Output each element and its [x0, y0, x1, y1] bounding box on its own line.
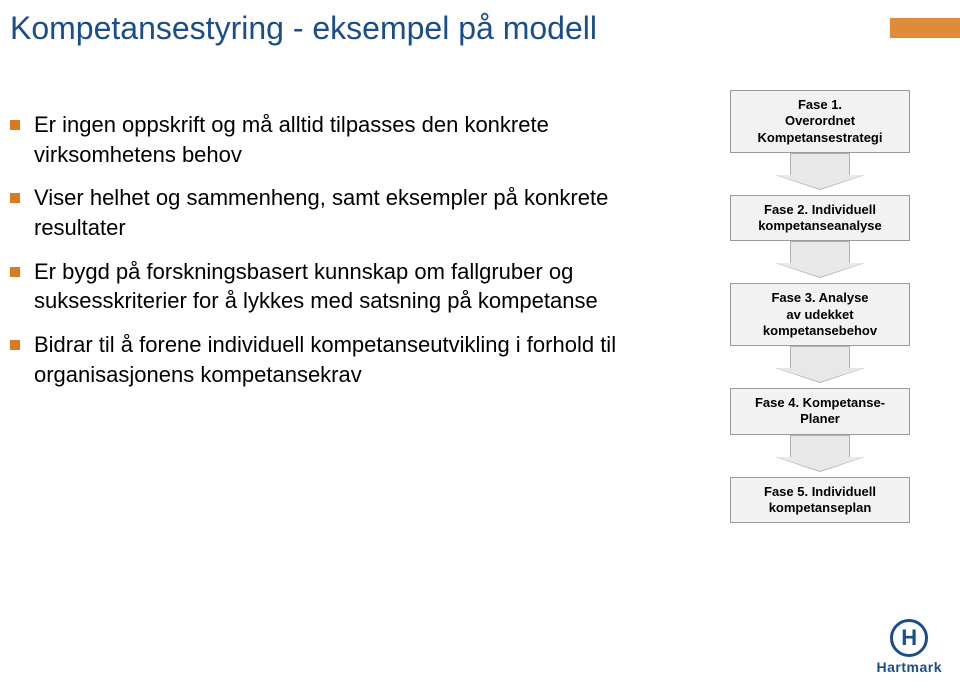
phase-line: kompetanseplan [737, 500, 903, 516]
arrow-down-icon [730, 241, 910, 277]
phase-1: Fase 1. Overordnet Kompetansestrategi [730, 90, 910, 189]
phase-line: Fase 3. Analyse [737, 290, 903, 306]
hartmark-logo: H Hartmark [877, 619, 942, 675]
phase-2: Fase 2. Individuell kompetanseanalyse [730, 195, 910, 278]
arrow-down-icon [730, 346, 910, 382]
phase-4: Fase 4. Kompetanse- Planer [730, 388, 910, 471]
phase-line: av udekket [737, 307, 903, 323]
phase-box: Fase 5. Individuell kompetanseplan [730, 477, 910, 524]
accent-bar [890, 18, 960, 38]
bullet-item: Bidrar til å forene individuell kompetan… [10, 330, 650, 389]
phase-line: kompetanseanalyse [737, 218, 903, 234]
phase-box: Fase 4. Kompetanse- Planer [730, 388, 910, 435]
phase-line: Fase 2. Individuell [737, 202, 903, 218]
phase-line: Fase 1. [737, 97, 903, 113]
phase-3: Fase 3. Analyse av udekket kompetansebeh… [730, 283, 910, 382]
bullet-item: Viser helhet og sammenheng, samt eksempl… [10, 183, 650, 242]
phase-line: Fase 4. Kompetanse- [737, 395, 903, 411]
arrow-down-icon [730, 435, 910, 471]
phase-line: Planer [737, 411, 903, 427]
phase-box: Fase 3. Analyse av udekket kompetansebeh… [730, 283, 910, 346]
phase-line: Fase 5. Individuell [737, 484, 903, 500]
phase-line: Overordnet [737, 113, 903, 129]
bullet-item: Er ingen oppskrift og må alltid tilpasse… [10, 110, 650, 169]
phase-box: Fase 1. Overordnet Kompetansestrategi [730, 90, 910, 153]
phase-line: kompetansebehov [737, 323, 903, 339]
main-content: Er ingen oppskrift og må alltid tilpasse… [10, 110, 650, 404]
bullet-item: Er bygd på forskningsbasert kunnskap om … [10, 257, 650, 316]
logo-icon: H [890, 619, 928, 657]
phase-5: Fase 5. Individuell kompetanseplan [730, 477, 910, 524]
phase-line: Kompetansestrategi [737, 130, 903, 146]
bullet-list: Er ingen oppskrift og må alltid tilpasse… [10, 110, 650, 390]
arrow-down-icon [730, 153, 910, 189]
page-title: Kompetansestyring - eksempel på modell [10, 10, 597, 47]
phase-box: Fase 2. Individuell kompetanseanalyse [730, 195, 910, 242]
phase-flow: Fase 1. Overordnet Kompetansestrategi Fa… [730, 90, 910, 529]
logo-text: Hartmark [877, 659, 942, 675]
